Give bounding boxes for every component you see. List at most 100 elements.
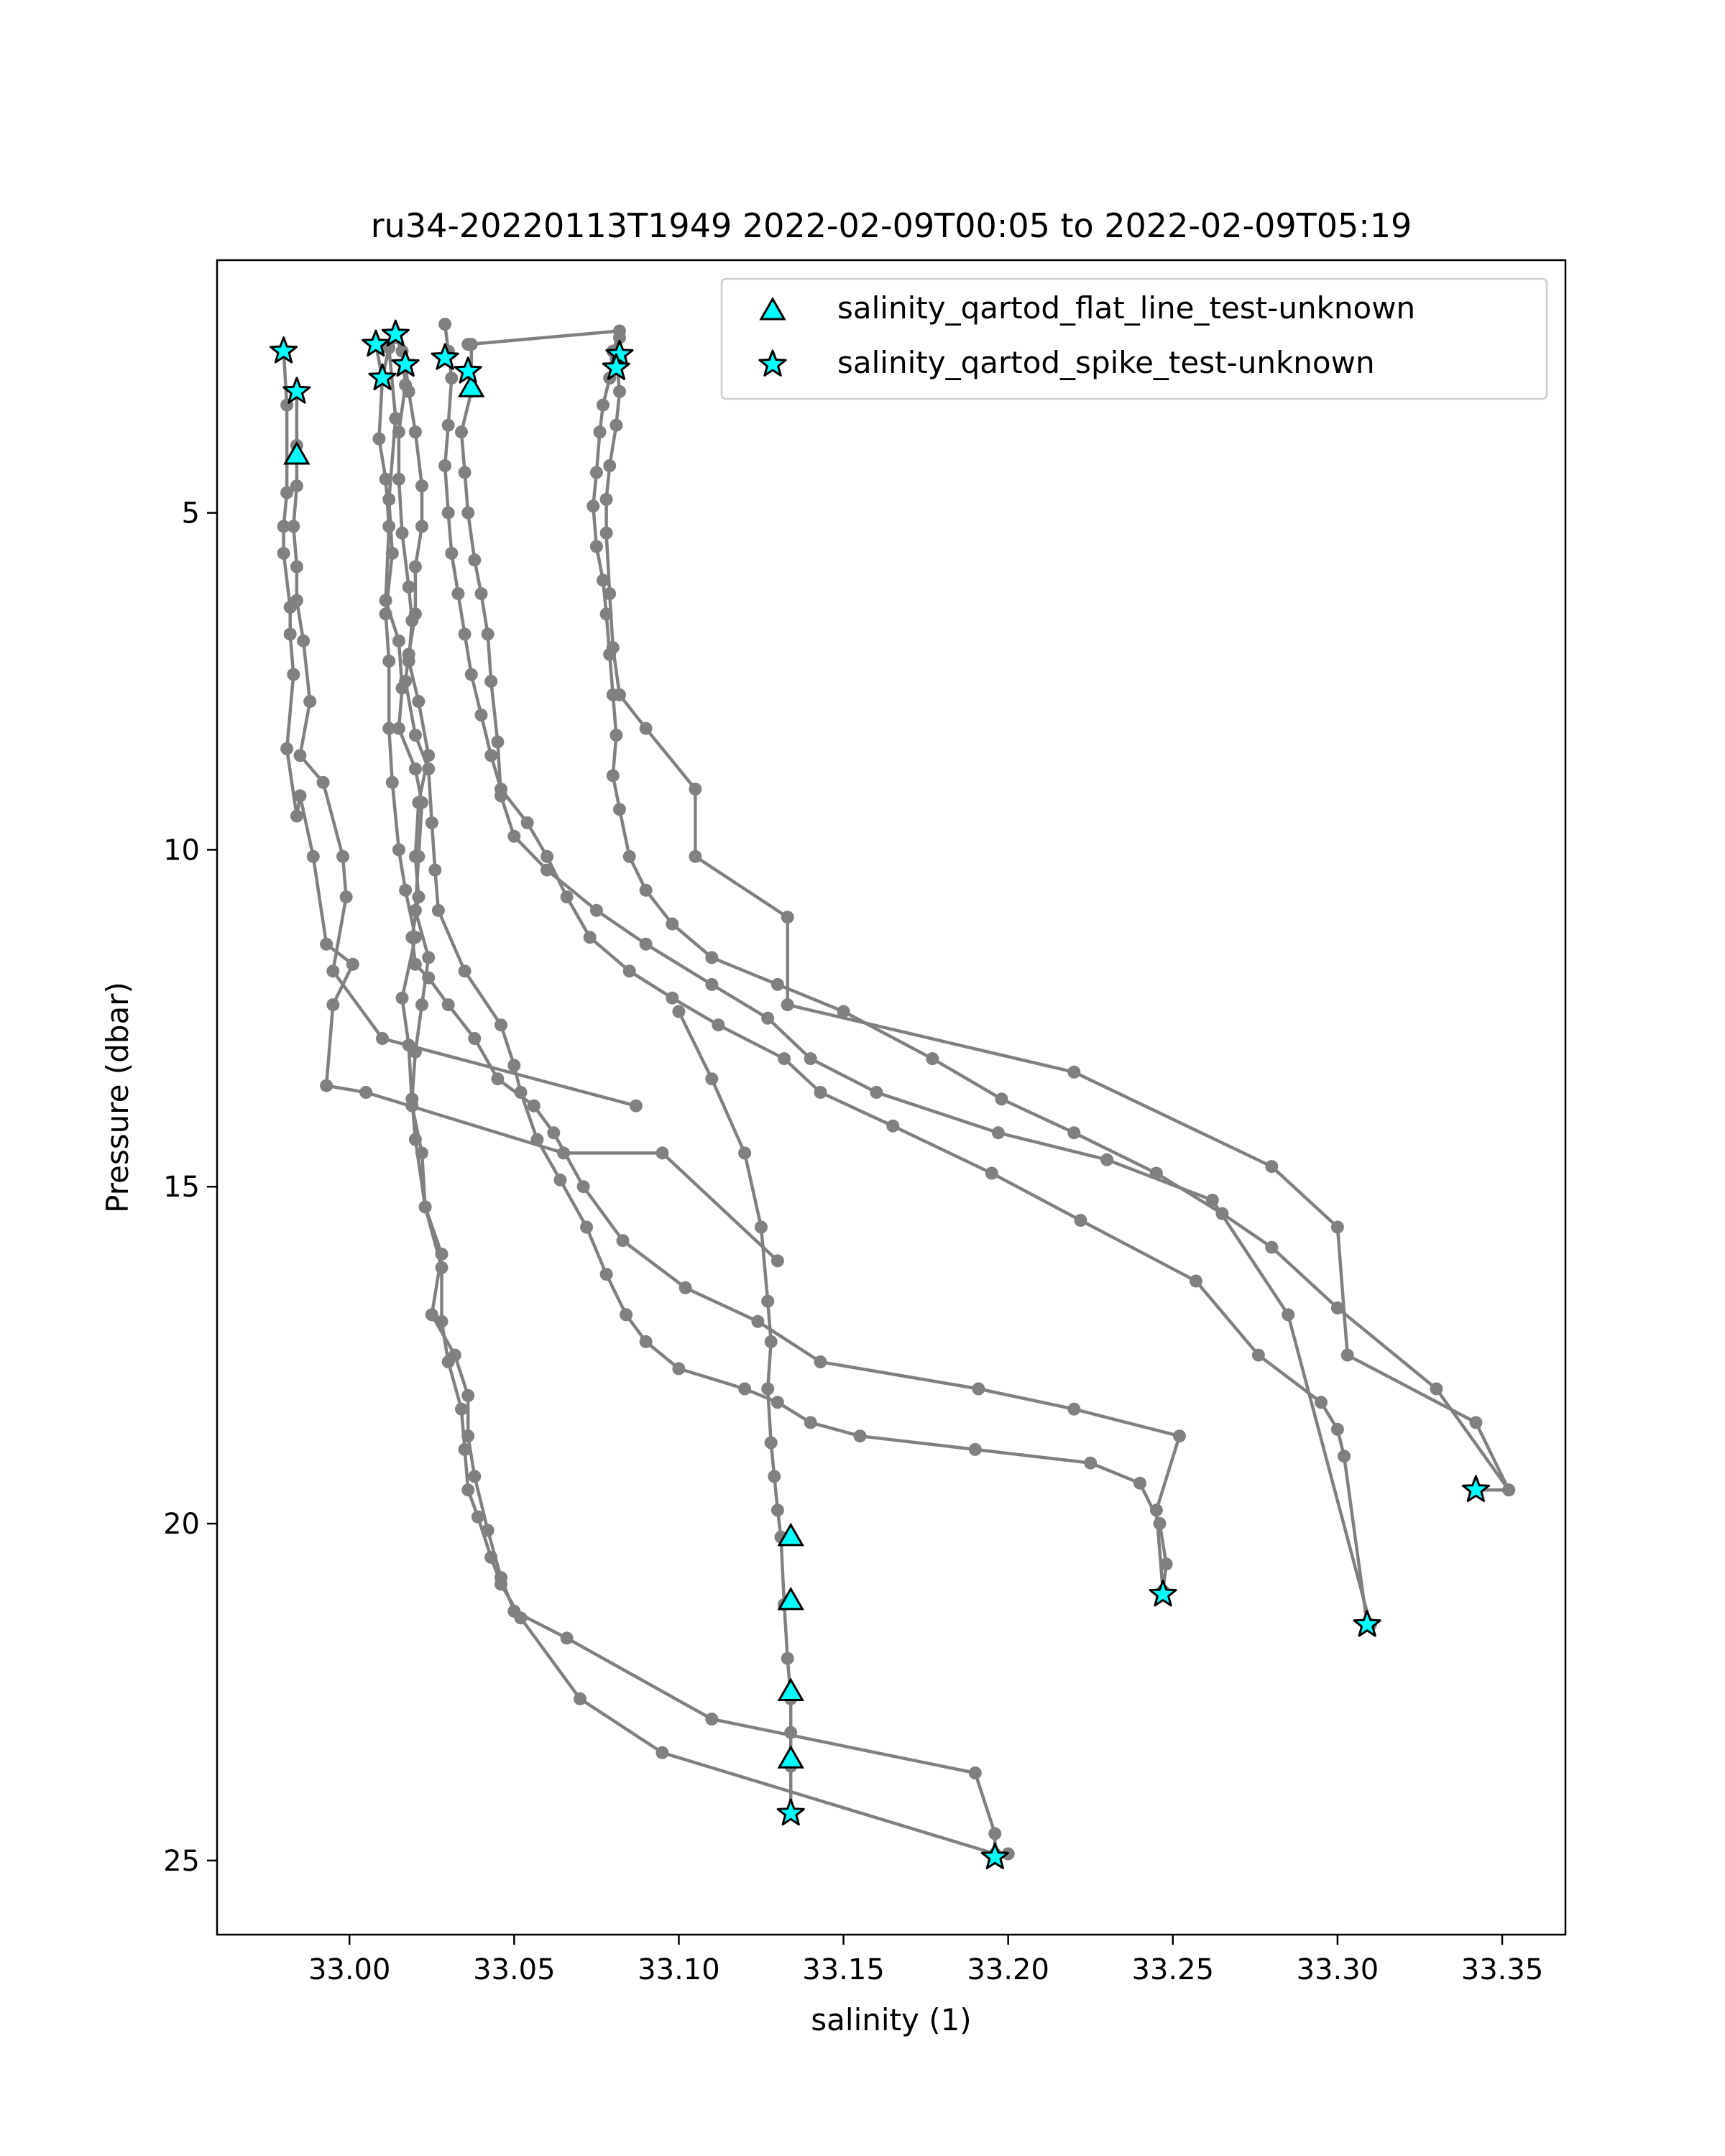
profile-point [656,1146,669,1160]
flat-line-flag-marker [283,441,310,465]
profile-point [408,729,422,742]
profile-point [689,783,702,796]
profile-point [995,1092,1008,1106]
profile-point [1265,1160,1279,1174]
profile-point [678,1281,692,1294]
legend-star-shape [758,349,787,377]
profile-point [392,843,405,857]
profile-point [672,1005,686,1018]
y-tick-label: 20 [163,1508,200,1541]
flat-line-flag-marker [458,374,485,397]
profile-point [290,479,303,493]
profile-line [292,391,637,1107]
profile-point [1153,1517,1167,1530]
profile-point [926,1052,939,1066]
profile-point [1340,1348,1354,1362]
profile-point [991,1126,1005,1140]
profile-point [385,546,399,560]
profile-point [458,627,472,641]
profile-point [494,1577,507,1591]
profile-point [290,560,303,573]
spike-flag-marker [282,377,311,404]
spike-flag-marker [1353,1610,1381,1637]
flag-markers [270,319,1490,1869]
legend-star-marker [758,349,787,377]
profile-point [438,459,452,472]
profile-line [468,329,1511,1492]
profile-point [415,1146,428,1160]
chart-title: ru34-20220113T1949 2022-02-09T00:05 to 2… [371,206,1412,245]
profile-point [1149,1166,1163,1180]
x-tick-label: 33.05 [473,1953,556,1986]
profile-point [402,648,415,661]
profile-point [622,964,636,978]
profile-point [639,1335,653,1348]
legend: salinity_qartod_flat_line_test-unknown s… [720,277,1548,400]
profile-line [443,323,1369,1626]
profile-point [507,829,521,843]
profile-point [853,1429,867,1443]
spike-flag-marker [270,336,298,364]
profile-point [603,587,617,601]
profile-point [804,1052,817,1066]
spike-flag-marker [602,353,630,380]
spike-flag-marker [776,1798,805,1826]
profile-point [1330,1220,1344,1234]
profile-point [326,964,340,978]
profile-point [593,425,607,439]
legend-label-flat-line: salinity_qartod_flat_line_test-unknown [837,290,1415,326]
profile-point [382,492,396,506]
profile-point [761,1382,775,1396]
profile-point [491,735,505,749]
profile-point [399,883,413,897]
profile-point [468,1032,482,1045]
profile-point [441,418,455,432]
profile-point [1074,1214,1087,1227]
profile-point [574,1692,586,1705]
profile-point [589,903,603,917]
profile-point [445,546,459,560]
profile-point [761,1294,775,1308]
profile-point [968,1442,982,1456]
profile-point [1100,1153,1114,1166]
spike-flag-marker [368,363,397,390]
profile-point [402,580,415,594]
profile-point [1205,1194,1219,1207]
profile-point [553,1173,567,1187]
profile-point [712,1018,725,1032]
profile-point [540,849,554,863]
spike-flag-marker [362,329,390,357]
profile-point [293,789,307,803]
profile-point [392,425,405,439]
profile-point [705,977,719,991]
profile-point [1338,1450,1351,1463]
spike-flag-marker [381,319,410,346]
profile-point [1330,1422,1344,1436]
profile-point [589,540,603,553]
profile-point [606,641,620,655]
profile-point [451,587,465,601]
profile-point [781,1651,794,1665]
profile-point [764,1335,778,1348]
profile-point [441,506,455,520]
profile-point [395,991,409,1005]
profile-point [461,506,475,520]
profile-point [610,729,623,742]
profile-point [435,1261,448,1274]
profile-point [372,432,386,446]
profile-point [402,384,415,398]
profile-point [738,1382,752,1396]
profile-point [768,1470,781,1483]
profile-point [576,1180,590,1194]
profile-point [481,627,494,641]
profile-point [392,634,405,648]
profile-point [458,466,472,479]
profile-point [738,1146,752,1160]
x-tick-label: 33.30 [1297,1953,1379,1986]
profile-line [677,1010,793,1814]
y-tick-label: 5 [182,497,200,530]
profile-point [530,1133,544,1146]
x-tick-label: 33.15 [802,1953,885,1986]
profile-point [474,708,488,722]
profile-lines [277,318,1516,1864]
